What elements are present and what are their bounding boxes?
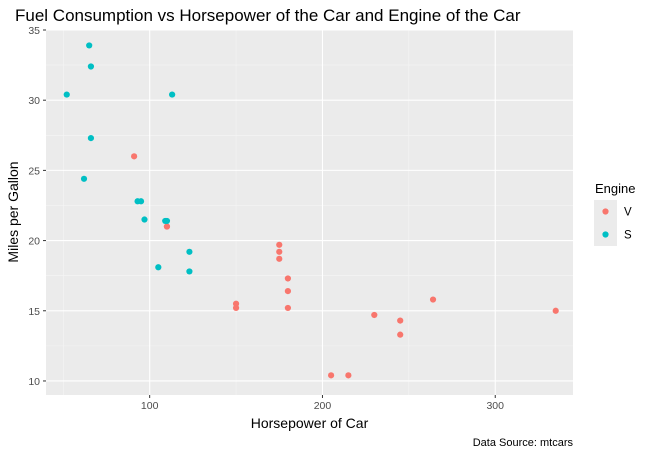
x-tick-label: 200: [314, 400, 332, 412]
legend-keys: VS: [594, 200, 632, 246]
caption: Data Source: mtcars: [473, 437, 574, 449]
data-point-v: [397, 317, 404, 324]
x-tick-label: 100: [141, 400, 159, 412]
y-tick-label: 30: [28, 95, 40, 107]
data-point-s: [162, 217, 169, 225]
plot-panel: [46, 30, 573, 395]
data-point-v: [345, 372, 352, 379]
data-point-v: [397, 331, 404, 338]
data-point-v: [284, 275, 292, 282]
legend-swatch-s: [602, 231, 609, 238]
data-point-v: [232, 304, 240, 312]
major-gridlines: [46, 29, 573, 395]
y-tick-label: 10: [28, 376, 40, 388]
data-point-s: [87, 63, 95, 70]
data-point-s: [87, 134, 95, 142]
y-tick-label: 25: [28, 165, 40, 177]
data-point-v: [284, 304, 292, 312]
y-axis-title: Miles per Gallon: [5, 161, 21, 262]
y-tick-label: 15: [28, 306, 40, 318]
data-point-s: [137, 198, 145, 205]
data-point-v: [429, 296, 437, 303]
data-point-s: [169, 91, 176, 98]
data-point-v: [552, 307, 559, 314]
data-point-v: [276, 248, 283, 255]
x-tick-label: 300: [486, 400, 504, 412]
legend: Engine VS: [594, 181, 635, 246]
data-point-s: [80, 175, 88, 182]
chart-title: Fuel Consumption vs Horsepower of the Ca…: [15, 6, 521, 25]
data-point-v: [163, 223, 171, 230]
data-point-s: [155, 264, 162, 271]
legend-title: Engine: [595, 181, 635, 196]
legend-swatch-v: [602, 208, 609, 215]
data-point-s: [86, 42, 93, 49]
data-points: [63, 42, 559, 379]
data-point-v: [327, 372, 335, 379]
legend-label-s: S: [624, 230, 632, 242]
data-point-s: [186, 248, 193, 255]
data-point-v: [284, 288, 292, 295]
data-point-v: [276, 241, 283, 248]
x-axis-title: Horsepower of Car: [251, 415, 369, 431]
y-tick-label: 20: [28, 236, 40, 248]
data-point-s: [63, 91, 70, 98]
data-point-v: [371, 311, 378, 319]
minor-gridlines: [46, 30, 573, 395]
data-point-v: [131, 153, 138, 160]
legend-label-v: V: [624, 207, 632, 219]
data-point-s: [186, 268, 193, 275]
data-point-v: [276, 255, 283, 262]
y-axis: 10 15 20 25 30 35: [28, 25, 46, 388]
y-tick-label: 35: [28, 25, 40, 37]
x-axis: 100 200 300: [141, 395, 504, 412]
data-point-s: [141, 216, 148, 223]
